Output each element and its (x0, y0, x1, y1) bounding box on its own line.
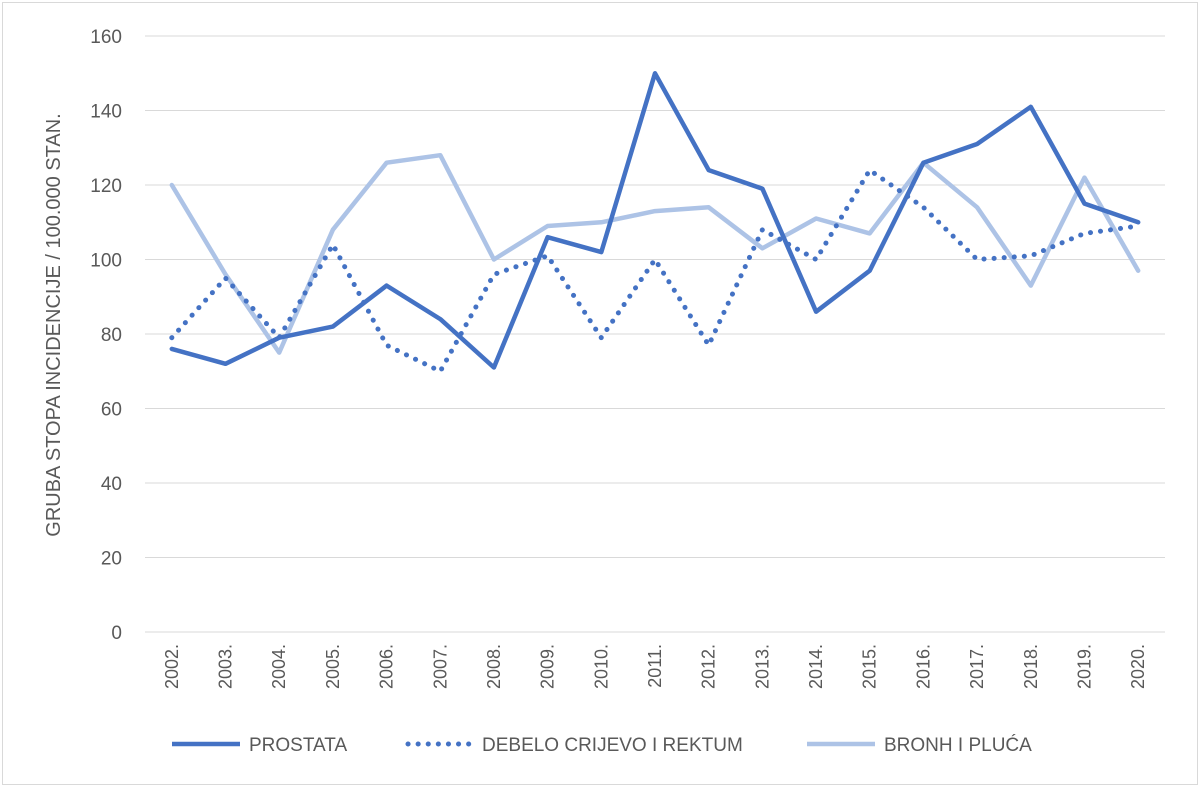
x-tick-label: 2020. (1128, 644, 1148, 689)
x-tick-label: 2012. (699, 644, 719, 689)
x-tick-label: 2008. (484, 644, 504, 689)
x-tick-labels: 2002. 2003. 2004. 2005. 2006. 2007. 2008. 2009.… (162, 644, 1148, 689)
series-line (169, 152, 1141, 355)
x-tick-label: 2016. (913, 644, 933, 689)
legend: PROSTATA DEBELO CRIJEVO I REKTUM BRONH I P… (172, 734, 1032, 756)
legend-label: BRONH I PLUĆA (884, 734, 1032, 756)
x-tick-label: 2011. (645, 644, 665, 688)
x-tick-label: 2019. (1074, 644, 1094, 689)
legend-label: PROSTATA (249, 735, 348, 756)
x-tick-label: 2002. (162, 644, 182, 689)
y-tick-label: 80 (101, 325, 122, 346)
x-tick-label: 2010. (591, 644, 611, 689)
x-tick-label: 2007. (430, 644, 450, 689)
y-tick-label: 140 (90, 102, 122, 123)
y-tick-label: 120 (90, 176, 122, 197)
y-tick-label: 40 (101, 474, 122, 495)
x-tick-label: 2003. (216, 644, 236, 689)
y-tick-labels: 0 20 40 60 80 100 120 140 160 (90, 27, 122, 644)
x-tick-label: 2018. (1021, 644, 1041, 689)
x-tick-label: 2013. (752, 644, 772, 689)
y-tick-label: 100 (90, 251, 122, 272)
series-lines (169, 71, 1141, 374)
y-tick-label: 60 (101, 400, 122, 421)
y-tick-label: 20 (101, 549, 122, 570)
x-tick-label: 2014. (806, 644, 826, 689)
x-tick-label: 2006. (377, 644, 397, 689)
y-axis-label: GRUBA STOPA INCIDENCIJE / 100.000 STAN. (43, 113, 65, 536)
x-tick-label: 2009. (538, 644, 558, 689)
legend-label: DEBELO CRIJEVO I REKTUM (482, 735, 743, 756)
x-tick-label: 2017. (967, 644, 987, 689)
x-tick-label: 2005. (323, 644, 343, 689)
y-tick-label: 0 (111, 623, 122, 644)
y-tick-label: 160 (90, 27, 122, 48)
series-line (169, 71, 1141, 370)
x-tick-label: 2015. (860, 644, 880, 689)
x-tick-label: 2004. (269, 644, 289, 689)
